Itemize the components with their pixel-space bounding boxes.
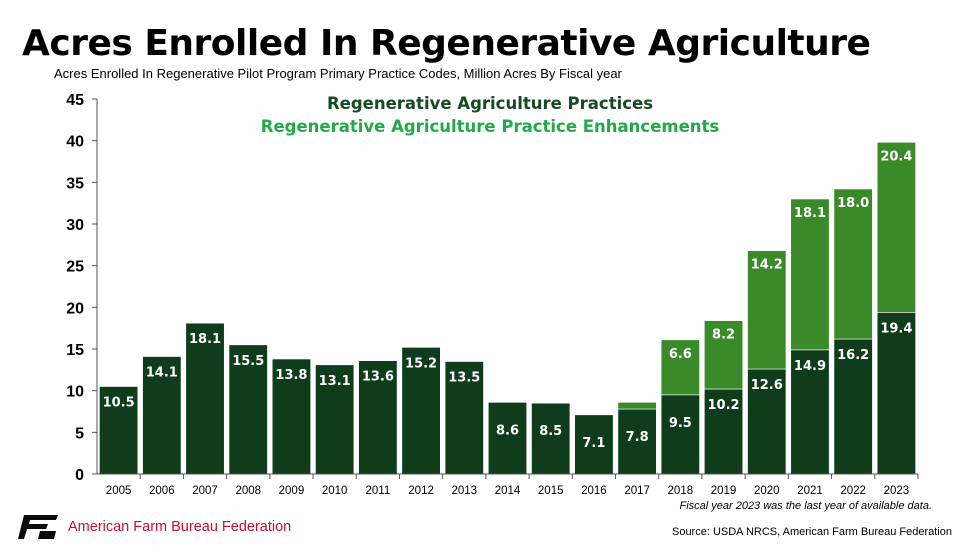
data-label-practices: 8.5 bbox=[539, 424, 562, 439]
x-tick-label: 2013 bbox=[451, 485, 477, 497]
bars-group: 10.5 14.1 18.1 15.5 13.8 13.1 13.6 15.2 13.5 8.6 8… bbox=[99, 142, 916, 475]
legend-practices: Regenerative Agriculture Practices bbox=[327, 94, 653, 113]
y-tick-label: 10 bbox=[66, 384, 84, 401]
x-axis: 2005 2006 2007 2008 2009 2010 2011 2012 2013 2014… bbox=[97, 473, 919, 497]
y-tick-label: 20 bbox=[66, 300, 84, 317]
data-label-practices: 19.4 bbox=[880, 321, 912, 336]
data-label-practices: 8.6 bbox=[496, 423, 519, 438]
data-label-enhancements: 14.2 bbox=[751, 258, 783, 273]
data-label-practices: 13.8 bbox=[275, 368, 307, 383]
x-tick-label: 2009 bbox=[279, 485, 305, 497]
bar-practices bbox=[142, 356, 182, 475]
footnote: Fiscal year 2023 was the last year of av… bbox=[679, 500, 932, 512]
bar-practices bbox=[704, 388, 744, 475]
x-tick-label: 2007 bbox=[192, 485, 218, 497]
data-label-practices: 16.2 bbox=[837, 348, 869, 363]
x-tick-label: 2015 bbox=[538, 485, 564, 497]
bar-enhancements bbox=[704, 320, 744, 390]
x-tick-label: 2006 bbox=[149, 485, 175, 497]
chart-title: Acres Enrolled In Regenerative Agricultu… bbox=[22, 23, 871, 64]
x-tick-label: 2018 bbox=[668, 485, 694, 497]
data-label-enhancements: 8.2 bbox=[712, 328, 735, 343]
y-tick-label: 0 bbox=[75, 467, 84, 484]
data-label-practices: 15.5 bbox=[232, 354, 264, 369]
bar-practices bbox=[99, 386, 139, 475]
data-label-practices: 10.2 bbox=[708, 398, 740, 413]
bar-practices bbox=[271, 358, 311, 475]
y-axis: 0 5 10 15 20 25 30 35 40 45 bbox=[66, 92, 98, 484]
afbf-logo-icon bbox=[18, 515, 58, 539]
bar-practices bbox=[790, 349, 830, 475]
legend-enhancements: Regenerative Agriculture Practice Enhanc… bbox=[261, 117, 720, 136]
organization-name: American Farm Bureau Federation bbox=[68, 519, 292, 535]
data-label-practices: 18.1 bbox=[189, 332, 221, 347]
footer-brand: American Farm Bureau Federation bbox=[18, 515, 291, 539]
x-tick-label: 2020 bbox=[754, 485, 780, 497]
y-tick-label: 40 bbox=[66, 134, 84, 151]
x-tick-label: 2023 bbox=[884, 485, 910, 497]
bar-enhancements bbox=[833, 188, 873, 340]
x-tick-label: 2014 bbox=[495, 485, 521, 497]
y-tick-label: 15 bbox=[66, 342, 84, 359]
y-tick-label: 45 bbox=[66, 92, 84, 109]
chart-subtitle: Acres Enrolled In Regenerative Pilot Pro… bbox=[54, 66, 622, 81]
x-tick-label: 2016 bbox=[581, 485, 607, 497]
bar-practices bbox=[487, 402, 528, 475]
data-label-enhancements: 18.0 bbox=[837, 196, 869, 211]
legend: Regenerative Agriculture Practices Regen… bbox=[261, 94, 720, 136]
data-label-practices: 12.6 bbox=[751, 378, 783, 393]
bar-practices bbox=[185, 322, 225, 475]
data-label-practices: 14.1 bbox=[146, 366, 178, 381]
data-label-practices: 10.5 bbox=[103, 396, 135, 411]
bar-practices bbox=[401, 347, 441, 475]
bar-practices bbox=[876, 312, 916, 475]
data-label-practices: 7.8 bbox=[626, 430, 649, 445]
y-tick-label: 35 bbox=[66, 175, 84, 192]
bar-practices bbox=[531, 402, 571, 475]
y-tick-label: 25 bbox=[66, 259, 84, 276]
data-label-practices: 14.9 bbox=[794, 359, 826, 374]
x-tick-label: 2022 bbox=[840, 485, 866, 497]
bar-enhancements bbox=[660, 339, 700, 396]
y-tick-label: 30 bbox=[66, 217, 84, 234]
x-tick-label: 2011 bbox=[366, 485, 391, 497]
data-label-enhancements: 6.6 bbox=[669, 347, 692, 362]
y-tick-label: 5 bbox=[75, 425, 84, 442]
bar-enhancements bbox=[790, 198, 830, 351]
bar-enhancements bbox=[617, 402, 657, 410]
bar-practices bbox=[617, 408, 657, 475]
x-tick-label: 2010 bbox=[322, 485, 348, 497]
bar-practices bbox=[358, 360, 398, 475]
data-label-enhancements: 18.1 bbox=[794, 206, 826, 221]
data-label-practices: 7.1 bbox=[582, 436, 605, 451]
x-tick-label: 2008 bbox=[235, 485, 261, 497]
source-note: Source: USDA NRCS, American Farm Bureau … bbox=[671, 526, 952, 538]
data-label-practices: 13.6 bbox=[362, 370, 394, 385]
bar-practices bbox=[747, 368, 787, 475]
x-tick-label: 2012 bbox=[408, 485, 434, 497]
data-label-practices: 13.5 bbox=[448, 371, 480, 386]
bar-enhancements bbox=[747, 250, 787, 370]
bar-practices bbox=[574, 414, 614, 475]
x-tick-label: 2019 bbox=[711, 485, 737, 497]
data-label-enhancements: 20.4 bbox=[880, 149, 912, 164]
x-tick-label: 2005 bbox=[106, 485, 132, 497]
bar-practices bbox=[660, 394, 700, 475]
data-label-practices: 15.2 bbox=[405, 356, 437, 371]
data-label-practices: 13.1 bbox=[319, 374, 351, 389]
bar-enhancements bbox=[876, 142, 916, 313]
bar-practices bbox=[315, 364, 355, 475]
bar-practices bbox=[228, 344, 268, 475]
bar-practices bbox=[833, 338, 873, 475]
x-tick-label: 2017 bbox=[624, 485, 650, 497]
data-label-practices: 9.5 bbox=[669, 416, 692, 431]
bar-practices bbox=[444, 361, 484, 475]
x-tick-label: 2021 bbox=[797, 485, 823, 497]
